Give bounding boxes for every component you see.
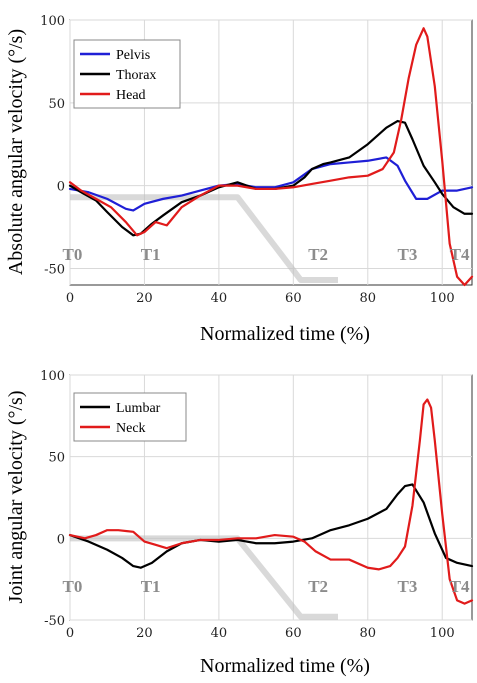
top-y-tick-label: 0 (57, 180, 65, 195)
top-legend: Pelvis Thorax Head (73, 39, 181, 109)
top-legend-label-head: Head (116, 88, 146, 103)
bottom-y-tick-label: 50 (48, 451, 65, 466)
bottom-phase-label-t0: T0 (63, 577, 83, 596)
top-x-tick-label: 40 (211, 291, 228, 306)
bottom-legend-label-neck: Neck (116, 421, 146, 436)
top-phase-labels: T0 T1 T2 T3 T4 (63, 245, 470, 264)
bottom-series-group (68, 398, 474, 605)
top-phase-label-t3: T3 (398, 245, 418, 264)
top-series-pelvis-line (68, 156, 474, 212)
top-phase-label-t4: T4 (450, 245, 470, 264)
bottom-x-tick-label: 60 (285, 626, 302, 641)
bottom-phase-label-t1: T1 (141, 577, 161, 596)
top-y-tick-label: 50 (48, 97, 65, 112)
top-y-tick-label: -50 (44, 262, 65, 277)
top-x-tick-label: 100 (430, 291, 455, 306)
top-phase-shade (70, 194, 338, 284)
top-series-head-line (68, 27, 474, 287)
bottom-x-tick-label: 20 (136, 626, 153, 641)
bottom-x-axis-label: Normalized time (%) (200, 655, 370, 677)
top-phase-label-t0: T0 (63, 245, 83, 264)
bottom-legend: Lumbar Neck (73, 392, 187, 442)
top-x-tick-label: 80 (360, 291, 377, 306)
bottom-series-lumbar-line (68, 483, 474, 569)
top-y-axis-label: Absolute angular velocity (°/s) (5, 29, 27, 275)
top-series-thorax-line (68, 119, 474, 237)
bottom-x-tick-label: 80 (360, 626, 377, 641)
top-phase-label-t2: T2 (308, 245, 328, 264)
top-x-axis-label: Normalized time (%) (200, 323, 370, 345)
bottom-phase-shade (70, 535, 338, 620)
bottom-legend-label-lumbar: Lumbar (116, 401, 161, 416)
bottom-shade-band (70, 535, 338, 620)
bottom-x-tick-label: 100 (430, 626, 455, 641)
top-phase-label-t1: T1 (141, 245, 161, 264)
bottom-phase-labels: T0 T1 T2 T3 T4 (63, 577, 470, 596)
bottom-gridlines (69, 374, 472, 621)
top-x-tick-label: 0 (66, 291, 74, 306)
top-series-group (68, 27, 474, 287)
bottom-phase-label-t3: T3 (398, 577, 418, 596)
bottom-y-axis-label: Joint angular velocity (°/s) (5, 391, 27, 604)
top-x-tick-label: 60 (285, 291, 302, 306)
bottom-series-neck-line (68, 398, 474, 605)
bottom-legend-box (73, 392, 187, 442)
bottom-y-tick-label: -50 (44, 614, 65, 629)
bottom-x-tick-label: 40 (211, 626, 228, 641)
top-shade-band (70, 194, 338, 284)
top-legend-label-thorax: Thorax (116, 68, 156, 83)
top-x-tick-label: 20 (136, 291, 153, 306)
bottom-y-tick-label: 0 (57, 532, 65, 547)
top-legend-label-pelvis: Pelvis (116, 48, 150, 63)
bottom-x-tick-label: 0 (66, 626, 74, 641)
top-y-tick-label: 100 (40, 14, 65, 29)
bottom-phase-label-t4: T4 (450, 577, 470, 596)
bottom-y-tick-label: 100 (40, 369, 65, 384)
bottom-phase-label-t2: T2 (308, 577, 328, 596)
